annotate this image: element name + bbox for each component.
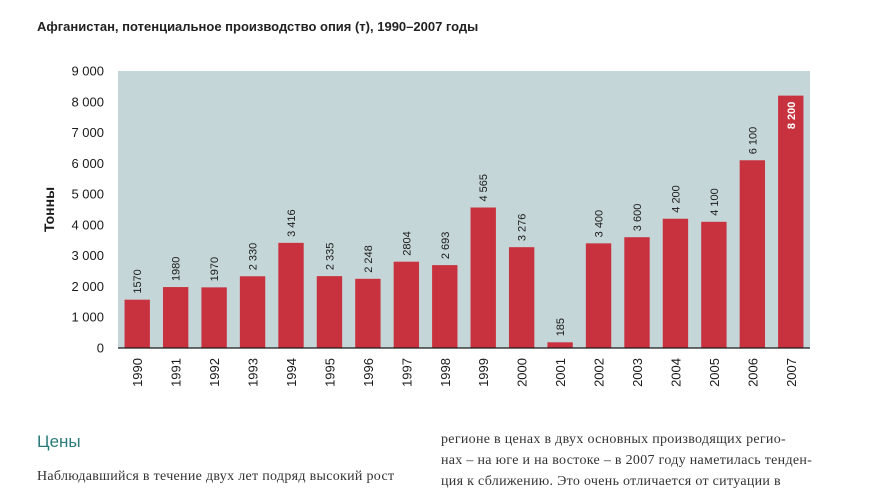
plot-background [118,71,810,348]
x-tick-label: 1996 [361,358,376,387]
value-label-1992: 1970 [209,257,221,281]
y-tick-label: 6 000 [71,156,104,171]
bar-1998 [432,265,458,348]
x-axis-labels: 1990 1991 1992 1993 1994 1995 1996 1997 1998 1999… [130,358,799,387]
y-tick-label: 8 000 [71,94,104,109]
text-line: Наблюдавшийся в течение двух лет подряд … [37,469,395,484]
bar-1992 [201,287,227,348]
bar-1991 [162,287,189,348]
value-label-1995: 2 335 [324,243,336,271]
bar-2003 [624,237,650,348]
bar-1995 [316,276,343,348]
x-tick-label: 1991 [169,358,184,387]
x-tick-label: 1997 [399,358,414,387]
bar-2006 [739,160,766,348]
value-label-2001: 185 [555,318,567,336]
y-tick-label: 7 000 [71,125,104,140]
bar-2001 [547,342,573,348]
article-right-column: регионе в ценах в двух основных производ… [441,429,812,492]
y-tick-label: 2 000 [71,279,104,294]
x-tick-label: 1993 [246,358,261,387]
value-label-1993: 2 330 [248,243,260,271]
chart-svg: 0 1 000 2 000 3 000 4 000 5 000 6 000 7 000 8 00… [41,64,810,387]
value-label-1999: 4 565 [478,174,490,202]
bar-2000 [508,247,535,348]
value-label-2002: 3 400 [594,210,606,238]
x-tick-label: 2004 [668,358,683,387]
chart-title: Афганистан, потенциальное производство о… [37,19,479,34]
value-label-2003: 3 600 [632,204,644,232]
x-tick-label: 1992 [207,358,222,387]
value-label-1990: 1570 [132,269,144,293]
bar-2005 [701,221,727,348]
bar-1993 [239,276,266,348]
x-tick-label: 2001 [553,358,568,387]
article-left-column: Наблюдавшийся в течение двух лет подряд … [37,466,394,487]
y-tick-label: 1 000 [71,310,104,325]
bar-1999 [470,207,496,348]
value-label-1996: 2 248 [363,245,375,273]
x-tick-label: 2005 [707,358,722,387]
x-tick-label: 2002 [592,358,607,387]
bars [124,95,804,348]
value-label-2006: 6 100 [747,127,759,155]
x-tick-label: 1998 [438,358,453,387]
y-tick-label: 4 000 [71,217,104,232]
bar-1997 [393,261,420,348]
value-label-1994: 3 416 [286,209,298,237]
value-label-2004: 4 200 [670,185,682,213]
value-label-1997: 2804 [401,231,413,255]
bar-1996 [355,278,381,348]
bar-2007 [778,95,804,348]
value-label-2007: 8 200 [786,102,798,130]
bar-2004 [662,218,689,348]
x-tick-label: 2007 [784,358,799,387]
x-tick-label: 2003 [630,358,645,387]
x-tick-label: 2006 [745,358,760,387]
bar-2002 [585,243,612,348]
value-label-1991: 1980 [171,257,183,281]
x-tick-label: 1995 [322,358,337,387]
y-tick-label: 3 000 [71,248,104,263]
value-labels: 1570 1980 1970 2 330 3 416 2 335 2 248 2804 2 69… [132,102,798,337]
y-tick-label: 9 000 [71,64,104,79]
x-tick-label: 1999 [476,358,491,387]
bar-1994 [278,242,304,348]
text-line: ция к сближению. Это очень отличается от… [441,474,781,489]
value-label-2005: 4 100 [709,188,721,216]
text-line: нах – на юге и на востоке – в 2007 году … [441,453,813,468]
x-tick-label: 1994 [284,358,299,387]
text-line: регионе в ценах в двух основных производ… [441,432,786,447]
y-tick-label: 5 000 [71,187,104,202]
y-tick-label: 0 [97,341,104,356]
section-heading: Цены [37,432,81,451]
x-tick-label: 2000 [515,358,530,387]
value-label-2000: 3 276 [517,214,529,242]
y-axis-ticks: 0 1 000 2 000 3 000 4 000 5 000 6 000 7 000 8 00… [71,64,104,356]
x-tick-label: 1990 [130,358,145,387]
value-label-1998: 2 693 [440,232,452,260]
y-axis-label: Тонны [41,187,57,232]
bar-1990 [124,299,150,348]
